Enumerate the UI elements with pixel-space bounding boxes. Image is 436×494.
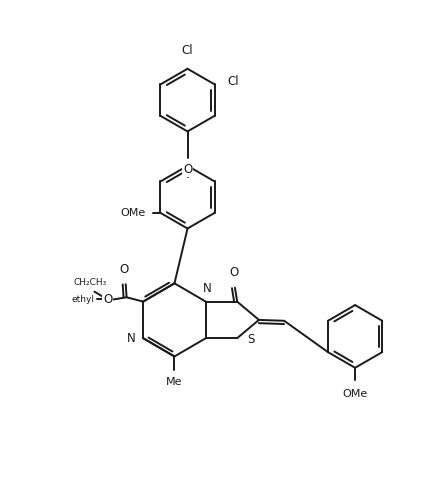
Text: OMe: OMe <box>342 389 368 399</box>
Text: O: O <box>120 262 129 276</box>
Text: Cl: Cl <box>182 44 193 57</box>
Text: O: O <box>103 293 112 306</box>
Text: S: S <box>248 332 255 346</box>
Text: N: N <box>203 282 212 294</box>
Text: ethyl: ethyl <box>72 295 95 304</box>
Text: O: O <box>183 163 192 176</box>
Text: CH₂CH₃: CH₂CH₃ <box>73 278 107 287</box>
Text: N: N <box>127 331 136 345</box>
Text: Me: Me <box>166 377 183 387</box>
Text: Cl: Cl <box>228 75 239 88</box>
Text: OMe: OMe <box>121 208 146 218</box>
Text: O: O <box>229 266 239 279</box>
